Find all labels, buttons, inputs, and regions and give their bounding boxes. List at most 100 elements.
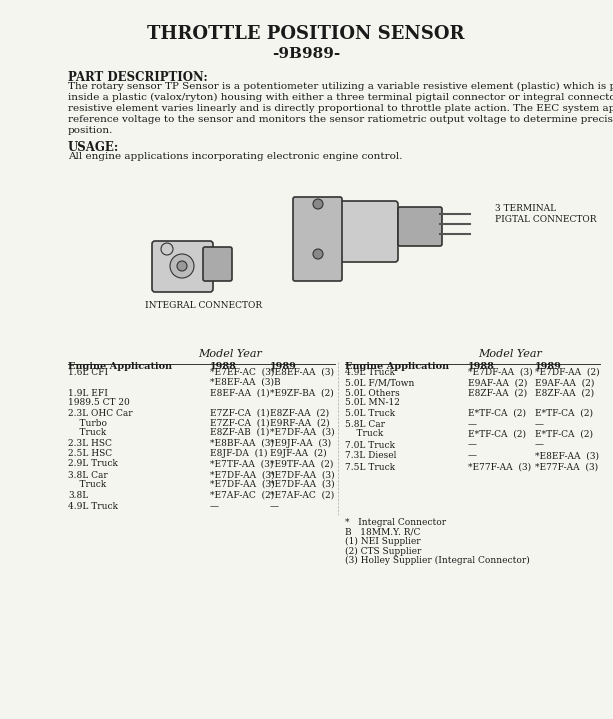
Text: E*TF-CA  (2): E*TF-CA (2)	[535, 409, 593, 418]
Text: 1989.5 CT 20: 1989.5 CT 20	[68, 398, 130, 407]
Text: 1989: 1989	[535, 362, 562, 371]
Text: —: —	[210, 502, 219, 511]
FancyBboxPatch shape	[203, 247, 232, 281]
Text: 5.0L MN-12: 5.0L MN-12	[345, 398, 400, 407]
Text: 1988: 1988	[210, 362, 237, 371]
Text: 1988: 1988	[468, 362, 495, 371]
Text: E8ZF-AB  (1): E8ZF-AB (1)	[210, 428, 269, 437]
Text: B   18MM.Y. R/C: B 18MM.Y. R/C	[345, 528, 421, 536]
FancyBboxPatch shape	[152, 241, 213, 292]
Text: 4.9L Truck: 4.9L Truck	[345, 368, 395, 377]
Text: 1.9L EFI: 1.9L EFI	[68, 388, 108, 398]
Circle shape	[313, 199, 323, 209]
Text: E8EF-AA  (1): E8EF-AA (1)	[210, 388, 270, 398]
Text: E9AF-AA  (2): E9AF-AA (2)	[535, 379, 595, 388]
Text: THROTTLE POSITION SENSOR: THROTTLE POSITION SENSOR	[147, 25, 465, 43]
Text: 7.5L Truck: 7.5L Truck	[345, 462, 395, 472]
FancyBboxPatch shape	[332, 201, 398, 262]
Text: (2) CTS Supplier: (2) CTS Supplier	[345, 546, 421, 556]
Text: 2.3L OHC Car: 2.3L OHC Car	[68, 409, 132, 418]
Text: -9B989-: -9B989-	[272, 47, 340, 61]
Text: —: —	[468, 452, 477, 460]
Text: (3) Holley Supplier (Integral Connector): (3) Holley Supplier (Integral Connector)	[345, 556, 530, 565]
Text: 3.8L Car: 3.8L Car	[68, 470, 108, 480]
Text: *E9TF-AA  (2): *E9TF-AA (2)	[270, 459, 333, 469]
Text: E7ZF-CA  (1): E7ZF-CA (1)	[210, 418, 270, 428]
Text: E8JF-DA  (1): E8JF-DA (1)	[210, 449, 267, 457]
Text: inside a plastic (valox/ryton) housing with either a three terminal pigtail conn: inside a plastic (valox/ryton) housing w…	[68, 93, 613, 102]
Text: 5.8L Car: 5.8L Car	[345, 420, 385, 429]
Text: Truck: Truck	[68, 428, 106, 437]
Text: —: —	[535, 441, 544, 449]
Text: *E7EF-AC  (3): *E7EF-AC (3)	[210, 368, 275, 377]
Text: 4.9L Truck: 4.9L Truck	[68, 502, 118, 511]
Text: *E8EF-AA  (3): *E8EF-AA (3)	[535, 452, 599, 460]
Text: Turbo: Turbo	[68, 418, 107, 428]
Text: 2.5L HSC: 2.5L HSC	[68, 449, 112, 457]
Text: *E8EF-AA  (3): *E8EF-AA (3)	[270, 368, 334, 377]
Text: 1.6L CFI: 1.6L CFI	[68, 368, 108, 377]
Text: 3 TERMINAL
PIGTAL CONNECTOR: 3 TERMINAL PIGTAL CONNECTOR	[495, 204, 596, 224]
Text: 3.8L: 3.8L	[68, 491, 88, 500]
Text: *E7DF-AA  (2): *E7DF-AA (2)	[535, 368, 600, 377]
Text: *E7TF-AA  (3): *E7TF-AA (3)	[210, 459, 273, 469]
Circle shape	[313, 249, 323, 259]
Text: USAGE:: USAGE:	[68, 141, 120, 154]
Text: E*TF-CA  (2): E*TF-CA (2)	[535, 429, 593, 439]
Text: *E9JF-AA  (3): *E9JF-AA (3)	[270, 439, 331, 448]
Text: *E7DF-AA  (3): *E7DF-AA (3)	[210, 480, 275, 489]
Text: E9JF-AA  (2): E9JF-AA (2)	[270, 449, 327, 457]
Text: *   Integral Connector: * Integral Connector	[345, 518, 446, 527]
Circle shape	[161, 243, 173, 255]
Text: 2.3L HSC: 2.3L HSC	[68, 439, 112, 448]
Text: E9AF-AA  (2): E9AF-AA (2)	[468, 379, 527, 388]
Text: *E7AF-AC  (2): *E7AF-AC (2)	[210, 491, 274, 500]
Text: —: —	[535, 420, 544, 429]
Text: *E7DF-AA  (3): *E7DF-AA (3)	[210, 470, 275, 480]
Text: Truck: Truck	[345, 429, 383, 439]
Text: INTEGRAL CONNECTOR: INTEGRAL CONNECTOR	[145, 301, 262, 310]
FancyBboxPatch shape	[293, 197, 342, 281]
Text: *E77F-AA  (3): *E77F-AA (3)	[468, 462, 531, 472]
Text: resistive element varies linearly and is directly proportional to throttle plate: resistive element varies linearly and is…	[68, 104, 613, 113]
Text: 2.9L Truck: 2.9L Truck	[68, 459, 118, 469]
Text: —: —	[468, 420, 477, 429]
Text: (1) NEI Supplier: (1) NEI Supplier	[345, 537, 421, 546]
Text: *E7AF-AC  (2): *E7AF-AC (2)	[270, 491, 334, 500]
Text: 7.0L Truck: 7.0L Truck	[345, 441, 395, 449]
Text: *E9ZF-BA  (2): *E9ZF-BA (2)	[270, 388, 333, 398]
Text: *E7DF-AA  (3): *E7DF-AA (3)	[270, 480, 335, 489]
Text: —: —	[270, 502, 279, 511]
Text: E*TF-CA  (2): E*TF-CA (2)	[468, 409, 526, 418]
Text: E8ZF-AA  (2): E8ZF-AA (2)	[468, 388, 527, 398]
Text: Engine Application: Engine Application	[68, 362, 172, 371]
Text: E*TF-CA  (2): E*TF-CA (2)	[468, 429, 526, 439]
Circle shape	[170, 254, 194, 278]
Text: *E77F-AA  (3): *E77F-AA (3)	[535, 462, 598, 472]
Text: Truck: Truck	[68, 480, 106, 489]
Circle shape	[177, 261, 187, 271]
Text: position.: position.	[68, 126, 113, 135]
Text: *E7DF-AA  (3): *E7DF-AA (3)	[270, 428, 335, 437]
Text: The rotary sensor TP Sensor is a potentiometer utilizing a variable resistive el: The rotary sensor TP Sensor is a potenti…	[68, 82, 613, 91]
Text: 5.0L Others: 5.0L Others	[345, 388, 400, 398]
Text: E7ZF-CA  (1): E7ZF-CA (1)	[210, 409, 270, 418]
Text: Model Year: Model Year	[198, 349, 262, 359]
Text: 5.0L Truck: 5.0L Truck	[345, 409, 395, 418]
Text: All engine applications incorporating electronic engine control.: All engine applications incorporating el…	[68, 152, 403, 161]
Text: 7.3L Diesel: 7.3L Diesel	[345, 452, 397, 460]
Text: E8ZF-AA  (2): E8ZF-AA (2)	[535, 388, 594, 398]
Text: 5.0L F/M/Town: 5.0L F/M/Town	[345, 379, 414, 388]
Text: E9RF-AA  (2): E9RF-AA (2)	[270, 418, 330, 428]
Text: PART DESCRIPTION:: PART DESCRIPTION:	[68, 71, 208, 84]
Text: —: —	[468, 441, 477, 449]
Text: Engine Application: Engine Application	[345, 362, 449, 371]
Text: reference voltage to the sensor and monitors the sensor ratiometric output volta: reference voltage to the sensor and moni…	[68, 115, 613, 124]
Text: Model Year: Model Year	[478, 349, 542, 359]
Text: *E7DF-AA  (3): *E7DF-AA (3)	[468, 368, 533, 377]
Text: E8ZF-AA  (2): E8ZF-AA (2)	[270, 409, 329, 418]
FancyBboxPatch shape	[398, 207, 442, 246]
Text: *E8EF-AA  (3)B: *E8EF-AA (3)B	[210, 377, 281, 387]
Text: *E7DF-AA  (3): *E7DF-AA (3)	[270, 470, 335, 480]
Text: 1989: 1989	[270, 362, 297, 371]
